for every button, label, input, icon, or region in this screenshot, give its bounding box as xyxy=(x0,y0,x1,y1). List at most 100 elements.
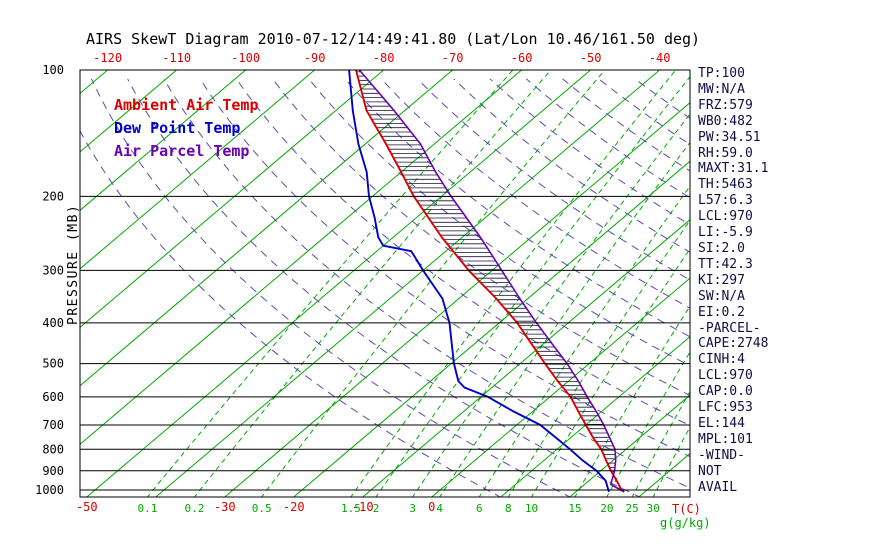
isotherm-line xyxy=(80,70,384,328)
mixing-ratio-line xyxy=(574,305,690,497)
stat-line: CAPE:2748 xyxy=(698,336,769,352)
isotherm-line xyxy=(80,70,522,445)
stat-line: MW:N/A xyxy=(698,81,745,97)
y-axis-label: PRESSURE (MB) xyxy=(66,203,81,325)
stat-line: SI:2.0 xyxy=(698,240,745,256)
mixing-ratio-tick-label: 0.1 xyxy=(138,502,158,515)
mixing-ratio-tick-label: 8 xyxy=(505,502,512,515)
pressure-tick-label: 300 xyxy=(42,263,64,277)
stat-line: LCL:970 xyxy=(698,368,753,384)
pressure-tick-label: 1000 xyxy=(35,483,64,497)
isotherm-line xyxy=(500,335,690,497)
stat-line: -WIND- xyxy=(698,447,745,463)
mixing-ratio-tick-label: 4 xyxy=(436,502,443,515)
top-temp-tick-label: -70 xyxy=(442,51,464,65)
dry-adiabat-line xyxy=(272,78,690,397)
mixing-ratio-tick-label: 0.5 xyxy=(252,502,272,515)
stat-line: FRZ:579 xyxy=(698,97,753,113)
mixing-ratio-line xyxy=(530,248,690,497)
stat-line: RH:59.0 xyxy=(698,145,753,161)
top-temp-tick-label: -100 xyxy=(231,51,260,65)
bottom-temp-tick-label: 0 xyxy=(428,500,435,514)
top-temp-tick-label: -110 xyxy=(162,51,191,65)
ambient-air-temp-curve xyxy=(355,70,625,493)
mixing-ratio-line xyxy=(439,141,690,497)
top-temp-tick-label: -80 xyxy=(373,51,395,65)
mixing-ratio-tick-label: 3 xyxy=(409,502,416,515)
pressure-tick-label: 100 xyxy=(42,63,64,77)
mixing-ratio-line xyxy=(193,70,552,497)
dry-adiabat-line xyxy=(127,78,642,497)
bottom-temp-tick-label: -10 xyxy=(352,500,374,514)
dry-adiabat-line xyxy=(199,78,690,458)
mixing-ratio-tick-label: 25 xyxy=(626,502,639,515)
stat-line: LI:-5.9 xyxy=(698,225,753,241)
legend-air-parcel-temp: Air Parcel Temp xyxy=(114,142,250,160)
stat-line: EI:0.2 xyxy=(698,304,745,320)
dry-adiabat-line xyxy=(163,78,690,489)
stat-line: MAXT:31.1 xyxy=(698,161,769,177)
dew-point-temp-curve xyxy=(348,70,610,493)
plot-border xyxy=(79,69,691,498)
chart-title: AIRS SkewT Diagram 2010-07-12/14:49:41.8… xyxy=(86,30,701,48)
isotherm-line xyxy=(155,70,660,497)
dry-adiabat-line xyxy=(380,78,690,309)
top-temp-tick-label: -40 xyxy=(649,51,671,65)
stat-line: TH:5463 xyxy=(698,177,753,193)
isotherm-line xyxy=(80,70,453,387)
dry-adiabat-line xyxy=(308,78,690,367)
mixing-ratio-line xyxy=(478,185,690,497)
pressure-tick-label: 600 xyxy=(42,390,64,404)
stat-line: MPL:101 xyxy=(698,431,753,447)
top-temp-tick-label: -90 xyxy=(304,51,326,65)
temp-axis-unit-label: T(C) xyxy=(672,502,701,516)
stat-line: SW:N/A xyxy=(698,288,745,304)
isotherm-line xyxy=(80,70,246,211)
mixing-ratio-unit-label: g(g/kg) xyxy=(660,516,711,530)
mixing-ratio-tick-label: 20 xyxy=(600,502,613,515)
mixing-ratio-line xyxy=(260,70,606,497)
plot-area xyxy=(80,70,690,497)
stat-line: L57:6.3 xyxy=(698,193,753,209)
mixing-ratio-tick-label: 0.2 xyxy=(185,502,205,515)
dry-adiabat-line xyxy=(344,78,690,338)
mixing-ratio-tick-label: 6 xyxy=(476,502,483,515)
top-temp-tick-label: -60 xyxy=(511,51,533,65)
stat-line: -PARCEL- xyxy=(698,320,761,336)
bottom-temp-tick-label: -20 xyxy=(283,500,305,514)
mixing-ratio-line xyxy=(411,113,690,497)
stat-line: TT:42.3 xyxy=(698,256,753,272)
mixing-ratio-tick-label: 30 xyxy=(647,502,660,515)
mixing-ratio-line xyxy=(350,70,676,497)
stat-line: AVAIL xyxy=(698,479,738,495)
pressure-tick-label: 400 xyxy=(42,316,64,330)
pressure-tick-label: 700 xyxy=(42,418,64,432)
isotherm-line xyxy=(80,70,315,270)
air-parcel-temp-curve xyxy=(358,70,625,493)
isotherm-line xyxy=(431,277,690,497)
mixing-ratio-tick-label: 1.5 xyxy=(341,502,361,515)
stat-line: LCL:970 xyxy=(698,209,753,225)
bottom-temp-tick-label: -50 xyxy=(76,500,98,514)
stat-line: TP:100 xyxy=(698,66,745,81)
isotherm-line xyxy=(80,70,177,153)
pressure-tick-label: 900 xyxy=(42,464,64,478)
stats-panel: TP:100 MW:N/A FRZ:579 WB0:482 PW:34.51 RH:59.… xyxy=(698,66,768,495)
isotherm-line xyxy=(362,219,690,497)
stat-line: CINH:4 xyxy=(698,352,745,368)
mixing-ratio-line xyxy=(507,219,690,497)
top-temp-tick-label: -120 xyxy=(93,51,122,65)
isotherm-line xyxy=(569,394,690,497)
stat-line: CAP:0.0 xyxy=(698,384,753,400)
bottom-temp-tick-label: -30 xyxy=(214,500,236,514)
dry-adiabat-line xyxy=(453,78,690,253)
legend-dew-point-temp: Dew Point Temp xyxy=(114,119,241,137)
mixing-ratio-line xyxy=(606,351,690,497)
isotherm-line xyxy=(80,70,108,95)
stat-line: LFC:953 xyxy=(698,400,753,416)
mixing-ratio-line xyxy=(146,70,514,497)
pressure-tick-label: 500 xyxy=(42,357,64,371)
legend-ambient-air-temp: Ambient Air Temp xyxy=(114,96,259,114)
